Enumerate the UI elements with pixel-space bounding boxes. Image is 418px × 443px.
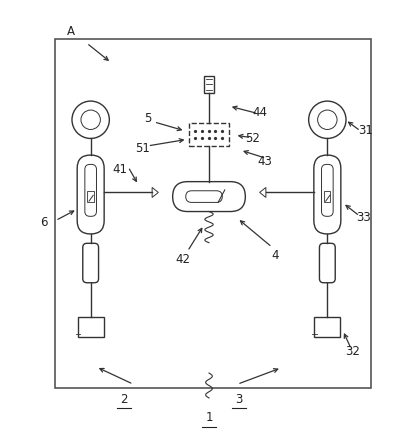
- Text: 4: 4: [272, 249, 279, 262]
- Bar: [204, 76, 214, 93]
- Circle shape: [318, 110, 337, 129]
- Circle shape: [81, 110, 100, 129]
- Circle shape: [72, 101, 110, 139]
- Text: 31: 31: [359, 124, 373, 137]
- FancyBboxPatch shape: [321, 164, 333, 216]
- FancyBboxPatch shape: [83, 243, 99, 283]
- Bar: [78, 318, 104, 338]
- Text: 6: 6: [41, 216, 48, 229]
- Text: 42: 42: [176, 253, 191, 266]
- Text: 1: 1: [205, 411, 213, 424]
- Polygon shape: [152, 187, 158, 198]
- Bar: [324, 191, 330, 202]
- Circle shape: [308, 101, 346, 139]
- Bar: [55, 39, 371, 388]
- Text: 51: 51: [135, 142, 150, 155]
- FancyBboxPatch shape: [314, 155, 341, 234]
- FancyBboxPatch shape: [77, 155, 104, 234]
- Text: 43: 43: [257, 155, 273, 168]
- Text: 32: 32: [345, 345, 360, 358]
- Text: 41: 41: [112, 163, 127, 176]
- Bar: [314, 318, 340, 338]
- FancyBboxPatch shape: [85, 164, 97, 216]
- Text: 52: 52: [245, 132, 260, 145]
- Text: 5: 5: [144, 112, 151, 125]
- Text: 3: 3: [235, 392, 242, 406]
- Polygon shape: [260, 187, 266, 198]
- Text: A: A: [67, 25, 75, 38]
- Text: 33: 33: [356, 211, 371, 224]
- Text: 2: 2: [120, 392, 127, 406]
- FancyBboxPatch shape: [319, 243, 335, 283]
- FancyBboxPatch shape: [186, 191, 222, 202]
- Bar: [189, 123, 229, 146]
- Text: 44: 44: [252, 106, 267, 119]
- FancyBboxPatch shape: [173, 182, 245, 212]
- Bar: [87, 191, 94, 202]
